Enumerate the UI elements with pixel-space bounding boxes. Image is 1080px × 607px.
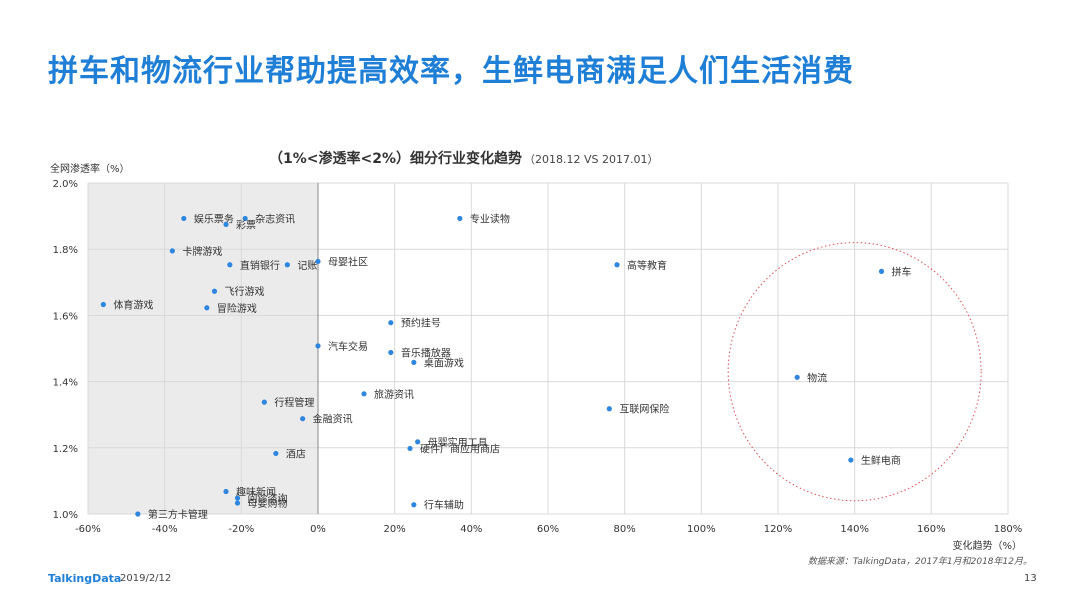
data-point xyxy=(135,511,141,517)
y-tick-label: 1.2% xyxy=(53,444,78,455)
x-tick-label: 100% xyxy=(687,524,716,535)
data-point xyxy=(223,488,229,495)
data-point xyxy=(315,258,321,265)
data-point-label: 杂志资讯 xyxy=(255,212,295,225)
x-tick-label: 120% xyxy=(764,524,793,535)
chart-title: （1%<渗透率<2%）细分行业变化趋势 xyxy=(269,150,522,167)
x-tick-label: -40% xyxy=(152,524,178,535)
plot-area: -60% -40% -20% 0% 20% 40% 60% 80% 100% 120% 140% 16… xyxy=(53,179,1023,535)
data-point-label: 专业读物 xyxy=(470,212,510,225)
data-point xyxy=(794,374,800,380)
data-point xyxy=(457,215,463,222)
data-point-label: 问诊咨询 xyxy=(248,492,288,505)
slide-title: 拼车和物流行业帮助提高效率，生鲜电商满足人们生活消费 xyxy=(48,54,854,89)
y-tick-label: 1.6% xyxy=(53,311,78,322)
y-tick-label: 1.8% xyxy=(53,245,78,256)
data-point-label: 金融资讯 xyxy=(313,413,353,426)
data-point-label: 冒险游戏 xyxy=(217,302,257,315)
data-point xyxy=(211,288,218,294)
data-point xyxy=(388,349,394,356)
data-point-label: 母婴社区 xyxy=(328,255,368,268)
data-point-label: 彩票 xyxy=(236,219,256,231)
data-point xyxy=(415,439,421,445)
y-tick-label: 1.4% xyxy=(53,378,78,389)
data-point-label: 直销银行 xyxy=(240,259,280,272)
data-point xyxy=(100,301,106,308)
data-point-label: 母婴购物 xyxy=(248,497,288,510)
x-tick-label: 140% xyxy=(840,524,869,535)
data-point-label: 飞行游戏 xyxy=(225,285,265,298)
data-point-label: 行车辅助 xyxy=(424,499,464,512)
data-point-label: 趣味新闻 xyxy=(236,485,276,498)
x-tick-label: 40% xyxy=(460,524,482,535)
data-point-label: 母婴实用工具 xyxy=(428,436,488,449)
x-tick-label: -20% xyxy=(228,524,254,535)
data-point xyxy=(181,215,187,222)
data-point-label: 酒店 xyxy=(286,447,306,460)
data-point-label: 互联网保险 xyxy=(619,403,669,416)
page-number: 13 xyxy=(1024,573,1037,584)
data-point-label: 物流 xyxy=(807,371,827,384)
data-point xyxy=(614,262,620,268)
data-point xyxy=(273,450,279,457)
data-point xyxy=(234,500,241,506)
data-point xyxy=(878,268,885,274)
data-point xyxy=(606,406,612,412)
data-point-label: 第三方卡管理 xyxy=(148,508,208,521)
data-point-label: 行程管理 xyxy=(274,396,314,409)
data-point xyxy=(411,502,417,508)
footer-date: 2019/2/12 xyxy=(120,573,172,584)
x-tick-label: 0% xyxy=(310,524,326,535)
x-tick-label: 180% xyxy=(994,524,1023,535)
data-point xyxy=(848,457,854,463)
y-tick-label: 1.0% xyxy=(53,510,78,521)
data-point xyxy=(261,399,267,405)
data-point-label: 桌面游戏 xyxy=(424,356,464,369)
data-point xyxy=(234,495,241,501)
data-point-label: 拼车 xyxy=(892,265,912,278)
data-point xyxy=(204,305,210,311)
data-point-label: 生鲜电商 xyxy=(861,454,901,467)
data-point xyxy=(407,445,413,452)
data-point xyxy=(315,343,321,349)
x-tick-label: 20% xyxy=(384,524,406,535)
x-tick-label: 80% xyxy=(614,524,636,535)
company-logo: TalkingData xyxy=(48,572,122,585)
data-point-label: 高等教育 xyxy=(627,259,667,272)
data-point xyxy=(169,248,175,254)
data-point xyxy=(411,359,417,366)
data-point-label: 体育游戏 xyxy=(113,298,153,311)
data-source-note: 数据来源：TalkingData，2017年1月和2018年12月。 xyxy=(807,557,1032,567)
data-point-label: 卡牌游戏 xyxy=(182,245,222,258)
y-axis-label: 全网渗透率（%） xyxy=(50,162,130,175)
data-point xyxy=(227,262,233,268)
x-axis-label: 变化趋势（%） xyxy=(952,539,1022,552)
data-point-label: 硬件厂商应用商店 xyxy=(420,442,500,455)
data-point xyxy=(223,221,229,227)
x-tick-label: 160% xyxy=(917,524,946,535)
data-point-label: 汽车交易 xyxy=(328,340,368,353)
data-point xyxy=(242,215,248,222)
data-point xyxy=(300,416,306,422)
data-point-label: 音乐播放器 xyxy=(401,346,451,359)
data-point xyxy=(284,262,290,268)
y-tick-label: 2.0% xyxy=(53,179,78,190)
highlight-circle xyxy=(727,242,982,502)
data-point xyxy=(361,391,367,397)
data-point-label: 娱乐票务 xyxy=(194,212,234,225)
data-point-label: 预约挂号 xyxy=(401,317,441,330)
x-tick-label: -60% xyxy=(75,524,101,535)
data-point-label: 记账 xyxy=(297,260,317,272)
shaded-region xyxy=(88,183,318,514)
data-point xyxy=(388,320,394,326)
data-point-label: 旅游资讯 xyxy=(374,388,414,401)
chart-subtitle: （2018.12 VS 2017.01） xyxy=(524,153,658,166)
x-tick-label: 60% xyxy=(537,524,559,535)
